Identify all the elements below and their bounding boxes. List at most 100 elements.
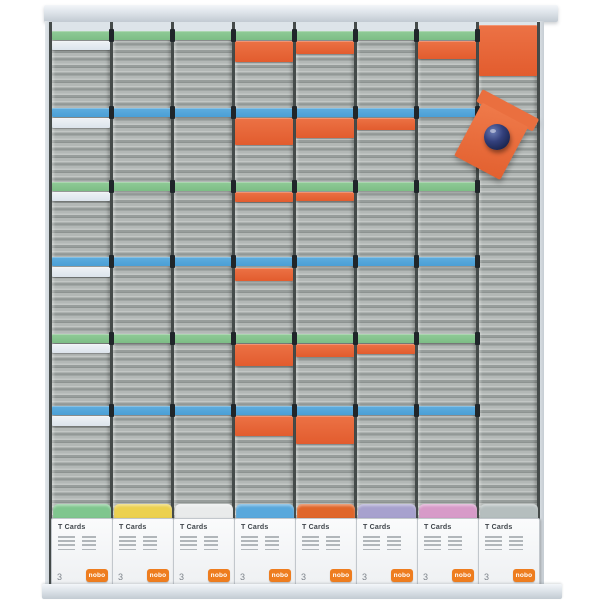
nobo-logo: nobo — [147, 569, 169, 582]
panel-clip — [475, 180, 480, 193]
panel-clip — [475, 29, 480, 42]
green-t-card — [235, 31, 293, 40]
pack-box: T Cards 3 nobo — [295, 518, 357, 588]
green-t-card — [296, 182, 354, 191]
green-t-card — [113, 31, 171, 40]
panel-clip — [292, 106, 297, 119]
pack-label: T Cards — [58, 524, 86, 531]
column-top-band — [357, 22, 415, 31]
tcard-pack-orange: T Cards 3 nobo — [295, 504, 357, 588]
pack-label: T Cards — [119, 524, 147, 531]
pack-fine-print — [241, 536, 289, 553]
panel-clip — [109, 332, 114, 345]
tcard-pack-green: T Cards 3 nobo — [51, 504, 113, 588]
pack-label: T Cards — [180, 524, 208, 531]
panel-clip — [170, 255, 175, 268]
green-t-card — [296, 31, 354, 40]
green-t-card — [357, 182, 415, 191]
pack-fine-print — [485, 536, 533, 553]
blue-t-card — [418, 257, 476, 266]
panel-clip — [170, 404, 175, 417]
panel-clip — [170, 106, 175, 119]
blue-t-card — [113, 257, 171, 266]
panel-clip — [231, 106, 236, 119]
white-t-card — [52, 344, 110, 353]
pack-count: 3 — [423, 572, 429, 582]
pack-bottom-row: 3 nobo — [484, 569, 535, 582]
panel-clip — [109, 29, 114, 42]
panel-clip — [292, 180, 297, 193]
panel-clip — [353, 180, 358, 193]
blue-t-card — [174, 406, 232, 415]
tcard-pack-gray: T Cards 3 nobo — [478, 504, 540, 588]
column-top-band — [174, 22, 232, 31]
blue-t-card — [52, 257, 110, 266]
blue-t-card — [296, 406, 354, 415]
board-column-2 — [113, 22, 171, 584]
bottom-rail — [42, 584, 562, 599]
pack-count: 3 — [57, 572, 63, 582]
pack-box: T Cards 3 nobo — [234, 518, 296, 588]
panel-clip — [231, 255, 236, 268]
green-t-card — [174, 182, 232, 191]
panel-clip — [414, 255, 419, 268]
orange-t-card — [418, 41, 476, 59]
white-t-card — [52, 41, 110, 50]
pack-count: 3 — [118, 572, 124, 582]
panel-clip — [109, 255, 114, 268]
panel-clip — [170, 332, 175, 345]
blue-t-card — [296, 108, 354, 117]
board-column-1 — [52, 22, 110, 584]
pack-box: T Cards 3 nobo — [478, 518, 540, 588]
panel-clip — [292, 29, 297, 42]
nobo-logo: nobo — [452, 569, 474, 582]
green-t-card — [418, 31, 476, 40]
green-t-card — [296, 334, 354, 343]
orange-t-card — [296, 41, 354, 54]
orange-t-card — [235, 41, 293, 62]
panel-clip — [292, 332, 297, 345]
nobo-logo: nobo — [330, 569, 352, 582]
orange-t-card — [296, 118, 354, 138]
nobo-logo: nobo — [208, 569, 230, 582]
green-t-card — [357, 31, 415, 40]
board-column-4 — [235, 22, 293, 584]
panel-clip — [231, 404, 236, 417]
white-t-card — [52, 416, 110, 426]
pack-fine-print — [180, 536, 228, 553]
panel-clip — [353, 404, 358, 417]
board-column-3 — [174, 22, 232, 584]
panel-clip — [353, 332, 358, 345]
left-frame-rail — [45, 21, 52, 585]
orange-t-card — [235, 344, 293, 366]
panel-clip — [231, 29, 236, 42]
panel-clip — [475, 404, 480, 417]
pack-label: T Cards — [241, 524, 269, 531]
board-panel-area — [49, 22, 540, 584]
pack-label: T Cards — [363, 524, 391, 531]
panel-clip — [231, 332, 236, 345]
pack-bottom-row: 3 nobo — [301, 569, 352, 582]
panel-clip — [414, 404, 419, 417]
nobo-logo: nobo — [86, 569, 108, 582]
pack-box: T Cards 3 nobo — [112, 518, 174, 588]
pack-count: 3 — [301, 572, 307, 582]
panel-clip — [292, 404, 297, 417]
right-frame-rail — [537, 21, 544, 585]
green-t-card — [52, 182, 110, 191]
pack-fine-print — [363, 536, 411, 553]
orange-t-card — [235, 268, 293, 281]
column-top-band — [113, 22, 171, 31]
pack-bottom-row: 3 nobo — [118, 569, 169, 582]
pack-bottom-row: 3 nobo — [240, 569, 291, 582]
blue-t-card — [296, 257, 354, 266]
white-t-card — [52, 192, 110, 201]
pack-bottom-row: 3 nobo — [423, 569, 474, 582]
orange-t-card — [296, 192, 354, 201]
pack-bottom-row: 3 nobo — [57, 569, 108, 582]
column-top-band — [418, 22, 476, 31]
panel-clip — [109, 180, 114, 193]
pack-box: T Cards 3 nobo — [173, 518, 235, 588]
blue-t-card — [52, 108, 110, 117]
nobo-logo: nobo — [391, 569, 413, 582]
